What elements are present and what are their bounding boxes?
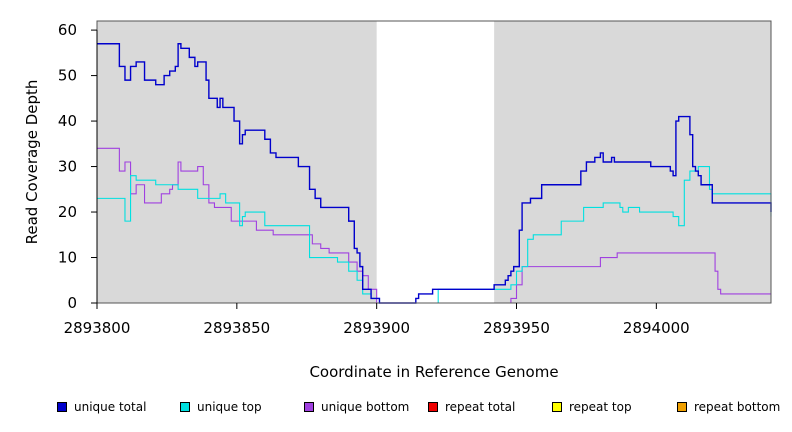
legend-item-unique-total: unique total	[57, 400, 146, 418]
legend-swatch	[180, 401, 190, 412]
legend-swatch	[677, 401, 687, 412]
legend-swatch	[57, 401, 67, 412]
legend-swatch	[428, 401, 438, 412]
legend-item-repeat-top: repeat top	[552, 400, 632, 418]
x-axis-label: Coordinate in Reference Genome	[309, 363, 558, 381]
x-axis: 2893800 2893850 2893900 2893950 2894000	[64, 303, 690, 337]
legend-label: unique bottom	[321, 400, 410, 414]
x-tick-label: 2893950	[483, 319, 550, 337]
x-tick-label: 2894000	[623, 319, 690, 337]
y-axis: 0 10 20 30 40 50 60	[58, 21, 98, 312]
legend-label: repeat total	[445, 400, 516, 414]
series-line-unique-bottom	[97, 147, 771, 304]
x-tick-label: 2893900	[343, 319, 410, 337]
legend-item-unique-top: unique top	[180, 400, 262, 418]
legend-item-repeat-total: repeat total	[428, 400, 515, 418]
legend-item-unique-bottom: unique bottom	[304, 400, 409, 418]
legend-label: unique top	[197, 400, 262, 414]
legend: unique total unique top unique bottom repea…	[0, 400, 792, 420]
y-tick-label: 20	[58, 203, 77, 221]
x-tick-label: 2893800	[64, 319, 131, 337]
y-tick-label: 60	[58, 21, 77, 39]
y-tick-label: 10	[58, 249, 77, 267]
legend-label: repeat top	[569, 400, 632, 414]
y-tick-label: 40	[58, 112, 77, 130]
y-tick-label: 0	[67, 294, 77, 312]
legend-label: unique total	[74, 400, 147, 414]
legend-swatch	[552, 401, 562, 412]
shaded-region	[97, 21, 377, 303]
x-tick-label: 2893850	[203, 319, 270, 337]
legend-label: repeat bottom	[694, 400, 781, 414]
legend-item-repeat-bottom: repeat bottom	[677, 400, 780, 418]
y-tick-label: 30	[58, 158, 77, 176]
legend-swatch	[304, 401, 314, 412]
series-line-unique-top	[97, 165, 772, 304]
coverage-chart: 2893800 2893850 2893900 2893950 2894000 0 10 2…	[23, 20, 772, 381]
y-tick-label: 50	[58, 67, 77, 85]
y-axis-label: Read Coverage Depth	[23, 80, 41, 245]
